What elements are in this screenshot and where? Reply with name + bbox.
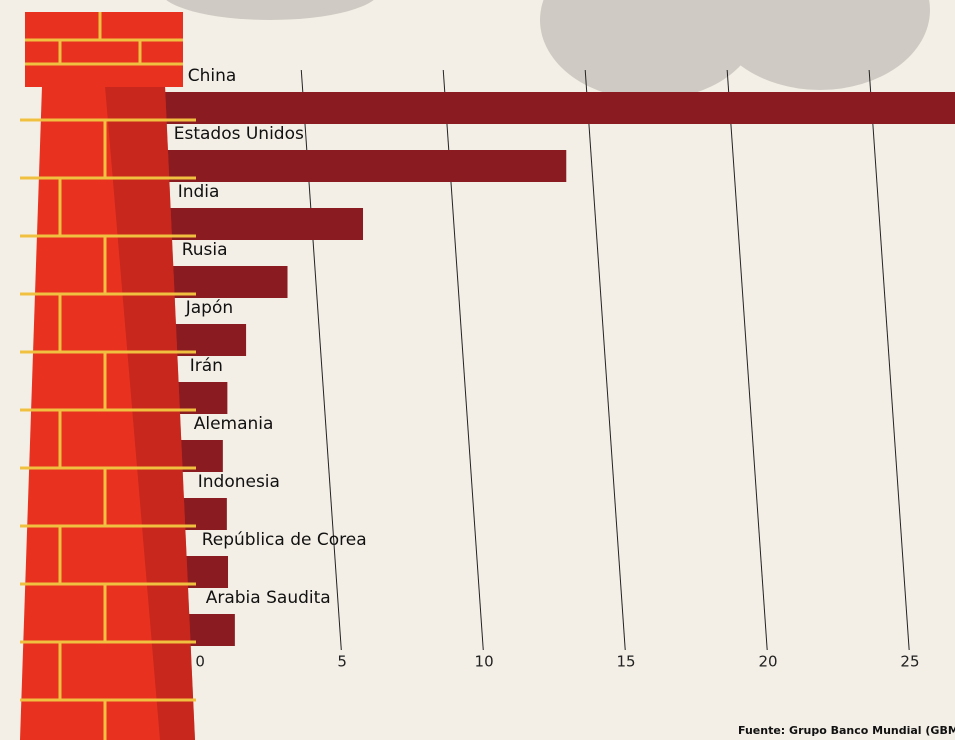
category-label: Alemania (194, 414, 274, 434)
category-label: Rusia (182, 240, 228, 260)
x-tick-label: 25 (900, 653, 919, 671)
category-label: Estados Unidos (174, 124, 304, 144)
category-label: Arabia Saudita (206, 588, 331, 608)
x-tick-label: 5 (337, 653, 347, 671)
category-label: Japón (185, 298, 233, 318)
x-tick-label: 10 (475, 653, 494, 671)
grid-line (584, 69, 626, 651)
x-tick-label: 20 (758, 653, 777, 671)
category-label: China (188, 66, 237, 86)
chimney (20, 12, 196, 740)
grid-line (868, 69, 910, 651)
bars (100, 92, 955, 646)
grid-line (726, 69, 768, 651)
x-tick-label: 15 (617, 653, 636, 671)
bar (100, 92, 955, 124)
category-label: República de Corea (202, 530, 367, 550)
x-tick-label: 0 (195, 653, 205, 671)
category-label: Indonesia (198, 472, 280, 492)
source: Fuente: Grupo Banco Mundial (GBM (738, 724, 955, 737)
clouds (166, 0, 930, 100)
category-label: Irán (190, 356, 223, 376)
category-label: India (178, 182, 220, 202)
labels: China Estados Unidos India Rusia Japón Irán Al… (174, 66, 367, 608)
